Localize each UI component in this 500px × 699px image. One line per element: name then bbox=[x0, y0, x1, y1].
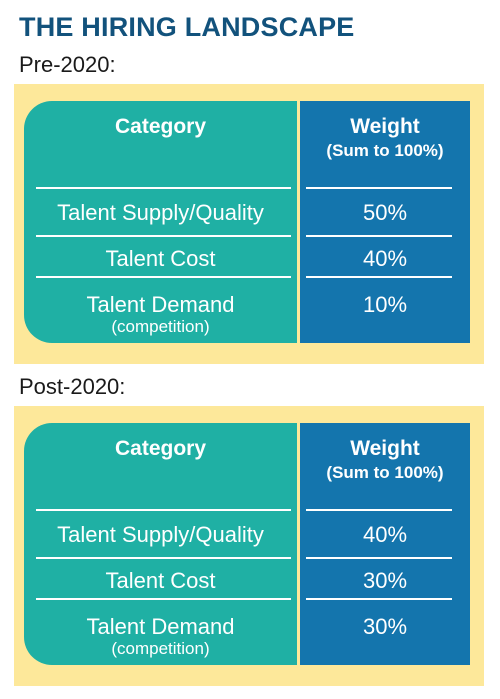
weight-cell: 10% bbox=[362, 292, 408, 317]
row-divider bbox=[36, 187, 291, 189]
category-cell-note: (competition) bbox=[111, 639, 210, 658]
pre-2020-table: Category Weight (Sum to 100%) Talent Sup… bbox=[24, 101, 470, 343]
weight-cell: 30% bbox=[362, 614, 408, 639]
category-cell: Talent Demand bbox=[86, 614, 235, 639]
post-2020-panel: Category Weight (Sum to 100%) Talent Sup… bbox=[14, 406, 484, 686]
weight-header-note: (Sum to 100%) bbox=[326, 141, 444, 160]
row-divider bbox=[306, 598, 452, 600]
category-header: Category bbox=[114, 115, 207, 138]
category-header: Category bbox=[114, 437, 207, 460]
weight-cell: 50% bbox=[362, 200, 408, 225]
weight-column bbox=[300, 423, 470, 665]
category-cell: Talent Cost bbox=[105, 568, 216, 593]
post-2020-table: Category Weight (Sum to 100%) Talent Sup… bbox=[24, 423, 470, 665]
row-divider bbox=[36, 235, 291, 237]
weight-column bbox=[300, 101, 470, 343]
row-divider bbox=[306, 557, 452, 559]
row-divider bbox=[36, 598, 291, 600]
pre-2020-label: Pre-2020: bbox=[19, 52, 116, 77]
row-divider bbox=[306, 276, 452, 278]
category-column bbox=[24, 423, 297, 665]
weight-header: Weight bbox=[350, 115, 420, 138]
row-divider bbox=[36, 509, 291, 511]
category-cell: Talent Cost bbox=[105, 246, 216, 271]
row-divider bbox=[36, 276, 291, 278]
weight-header-note: (Sum to 100%) bbox=[326, 463, 444, 482]
weight-cell: 40% bbox=[362, 246, 408, 271]
category-cell: Talent Supply/Quality bbox=[57, 200, 264, 225]
pre-2020-panel: Category Weight (Sum to 100%) Talent Sup… bbox=[14, 84, 484, 364]
weight-cell: 40% bbox=[362, 522, 408, 547]
category-cell: Talent Supply/Quality bbox=[57, 522, 264, 547]
category-cell: Talent Demand bbox=[86, 292, 235, 317]
page-title: THE HIRING LANDSCAPE bbox=[19, 12, 355, 42]
row-divider bbox=[306, 187, 452, 189]
row-divider bbox=[306, 235, 452, 237]
row-divider bbox=[306, 509, 452, 511]
weight-cell: 30% bbox=[362, 568, 408, 593]
category-column bbox=[24, 101, 297, 343]
weight-header: Weight bbox=[350, 437, 420, 460]
post-2020-label: Post-2020: bbox=[19, 374, 126, 399]
row-divider bbox=[36, 557, 291, 559]
category-cell-note: (competition) bbox=[111, 317, 210, 336]
